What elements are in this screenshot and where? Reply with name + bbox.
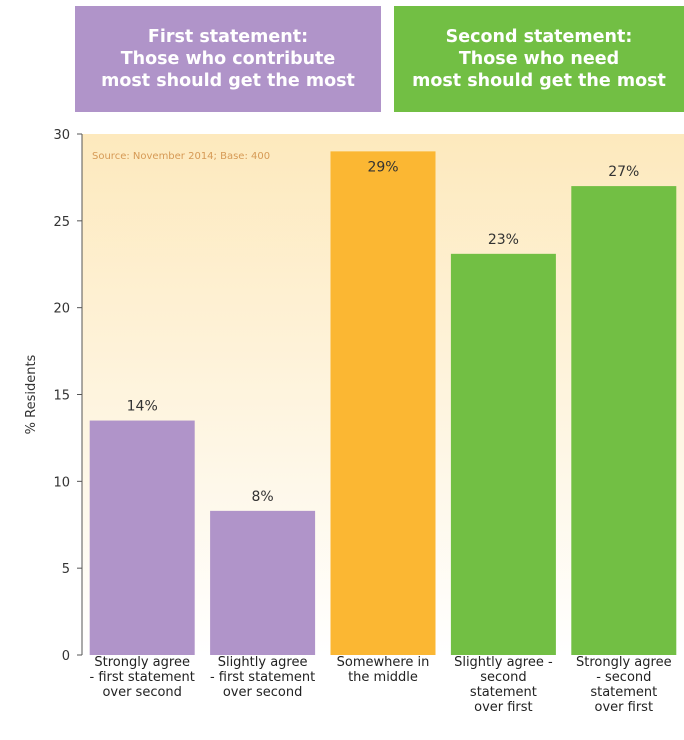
second-statement-line: Those who need bbox=[458, 49, 620, 69]
x-category-label-line: - first statement bbox=[209, 670, 316, 685]
x-category-label-line: over first bbox=[594, 700, 654, 715]
second-statement-box: Second statement: Those who need most sh… bbox=[394, 6, 684, 112]
x-category-label-line: - second bbox=[596, 670, 652, 685]
x-category-label-line: second bbox=[480, 670, 527, 685]
second-statement-line: Second statement: bbox=[445, 27, 633, 47]
bar bbox=[571, 186, 677, 655]
x-category-label: Slightly agree - second statement over firs… bbox=[443, 655, 563, 715]
bar bbox=[450, 253, 556, 655]
bar-data-label: 23% bbox=[488, 232, 519, 248]
x-category-label-line: statement bbox=[469, 685, 537, 700]
x-category-label: Strongly agree - second statement over firs… bbox=[564, 655, 684, 715]
x-category-label-line: over second bbox=[102, 685, 182, 700]
second-statement-line: most should get the most bbox=[412, 71, 666, 91]
first-statement-line: First statement: bbox=[147, 27, 309, 47]
bar bbox=[210, 510, 316, 655]
y-tick-label: 20 bbox=[53, 302, 70, 317]
bar bbox=[89, 420, 195, 655]
bar-data-label: 27% bbox=[608, 164, 639, 180]
bar-data-label: 14% bbox=[127, 399, 158, 415]
x-category-label-line: statement bbox=[590, 685, 658, 700]
x-category-label-line: Slightly agree bbox=[217, 655, 308, 670]
y-tick-label: 5 bbox=[62, 562, 70, 577]
y-tick-label: 0 bbox=[62, 649, 70, 664]
x-category-label: Slightly agree - first statement over seco… bbox=[203, 655, 323, 700]
x-category-label-line: Slightly agree - bbox=[454, 655, 553, 670]
y-axis: 0 5 10 15 20 25 30 bbox=[53, 128, 83, 664]
y-tick-label: 30 bbox=[53, 128, 70, 143]
x-category-label: Somewhere in the middle bbox=[323, 655, 443, 685]
first-statement-line: most should get the most bbox=[101, 71, 355, 91]
y-tick-label: 25 bbox=[53, 215, 70, 230]
source-annotation: Source: November 2014; Base: 400 bbox=[92, 151, 270, 162]
x-category-label: Strongly agree - first statement over seco… bbox=[82, 655, 202, 700]
x-category-label-line: the middle bbox=[348, 670, 418, 685]
bar bbox=[330, 151, 436, 655]
x-category-label-line: Somewhere in bbox=[336, 655, 430, 670]
y-axis-label: % Residents bbox=[24, 354, 39, 434]
y-tick-label: 15 bbox=[53, 389, 70, 404]
x-category-label-line: over first bbox=[474, 700, 533, 715]
bar-data-label: 8% bbox=[251, 489, 273, 505]
first-statement-box: First statement: Those who contribute mo… bbox=[75, 6, 381, 112]
bar-data-label: 29% bbox=[367, 159, 398, 175]
x-category-label-line: - first statement bbox=[89, 670, 195, 685]
y-tick-label: 10 bbox=[53, 475, 70, 490]
first-statement-line: Those who contribute bbox=[120, 49, 336, 69]
x-category-label-line: over second bbox=[222, 685, 303, 700]
bars: 14% 8% 29% 23% 27% bbox=[89, 151, 677, 655]
x-category-label-line: Strongly agree bbox=[94, 655, 190, 670]
x-category-label-line: Strongly agree bbox=[576, 655, 672, 670]
